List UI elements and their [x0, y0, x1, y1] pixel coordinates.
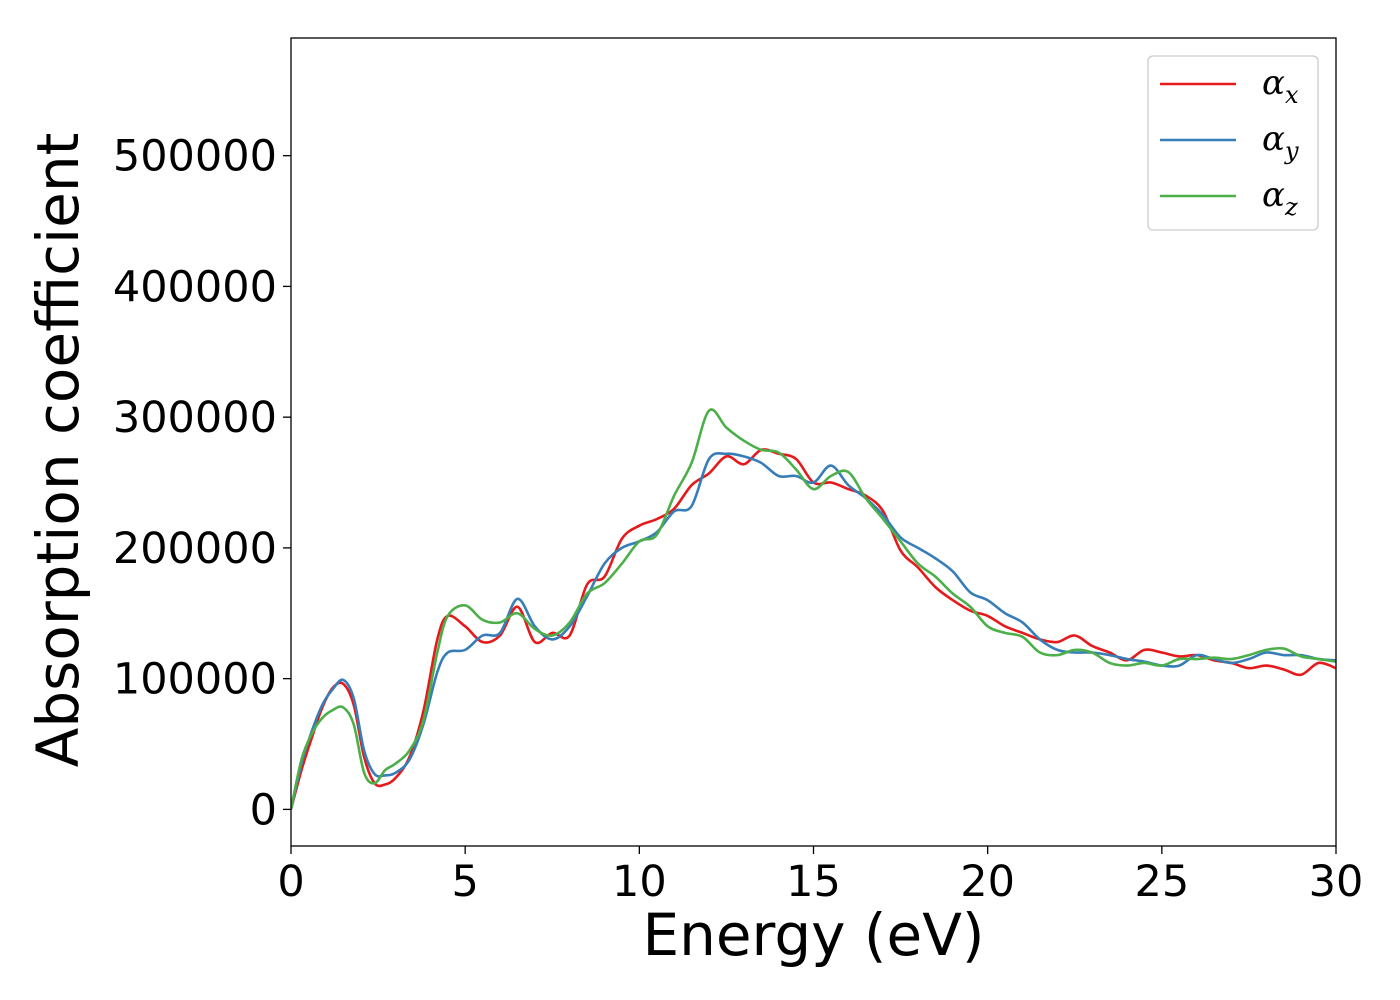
- series-line-x: [291, 448, 1336, 810]
- x-tick-label: 25: [1134, 857, 1189, 907]
- y-axis-label: Absorption coefficient: [24, 133, 92, 768]
- y-tick-label: 200000: [113, 524, 277, 574]
- x-tick-label: 10: [612, 857, 667, 907]
- x-axis-label: Energy (eV): [642, 901, 984, 969]
- y-tick-label: 300000: [113, 393, 277, 443]
- y-tick-label: 500000: [113, 132, 277, 182]
- y-axis-ticks: 0 100000 200000 300000 400000 500000: [113, 132, 291, 835]
- series-line-z: [291, 408, 1336, 810]
- y-tick-label: 0: [250, 785, 277, 835]
- x-tick-label: 0: [277, 857, 304, 907]
- x-tick-label: 30: [1309, 857, 1364, 907]
- x-tick-label: 15: [786, 857, 841, 907]
- legend-label-y: αy: [1262, 119, 1299, 165]
- series-line-y: [291, 451, 1336, 810]
- legend-label-x: αx: [1262, 63, 1299, 109]
- x-axis-ticks: 0 5 10 15 20 25 30: [277, 846, 1363, 907]
- legend: αx αy αz: [1147, 55, 1319, 231]
- y-tick-label: 100000: [113, 655, 277, 705]
- y-tick-label: 400000: [113, 262, 277, 312]
- x-tick-label: 5: [451, 857, 478, 907]
- legend-label-z: αz: [1262, 175, 1298, 221]
- legend-box: [1147, 55, 1319, 231]
- series-layer: [291, 408, 1336, 810]
- x-tick-label: 20: [960, 857, 1015, 907]
